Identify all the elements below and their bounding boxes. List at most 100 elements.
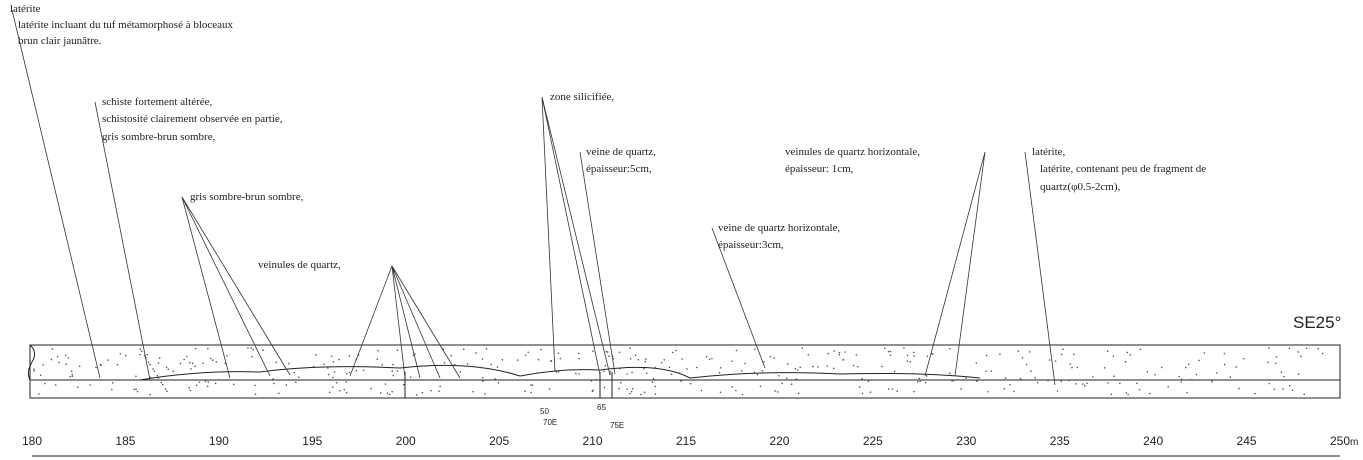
stipple-dot xyxy=(894,371,896,373)
stipple-dot xyxy=(856,354,858,356)
stipple-dot xyxy=(1082,383,1084,385)
stipple-dot xyxy=(1243,358,1245,360)
stipple-dot xyxy=(392,364,394,366)
stipple-dot xyxy=(331,355,333,357)
stipple-dot xyxy=(120,353,122,355)
stipple-dot xyxy=(709,358,711,360)
stipple-dot xyxy=(356,370,358,372)
stipple-dot xyxy=(166,390,168,392)
stipple-dot xyxy=(652,381,654,383)
distance-axis: 1801851901952002052102152202252302352402… xyxy=(22,434,1358,448)
stipple-dot xyxy=(1185,367,1187,369)
stipple-dot xyxy=(486,348,488,350)
stipple-dot xyxy=(1077,367,1079,369)
stipple-dot xyxy=(635,355,637,357)
stipple-dot xyxy=(578,358,580,360)
tick-label: 215 xyxy=(676,434,696,448)
stipple-dot xyxy=(202,362,204,364)
stipple-dot xyxy=(1268,383,1270,385)
stipple-dot xyxy=(1289,348,1291,350)
stipple-dot xyxy=(517,359,519,361)
stipple-dot xyxy=(1161,367,1163,369)
orientation: SE25° xyxy=(1293,313,1341,332)
stipple-dot xyxy=(391,370,393,372)
stipple-dot xyxy=(313,366,315,368)
annotation: brun clair jaunâtre. xyxy=(18,35,102,47)
dip-label: 75E xyxy=(610,421,624,430)
stipple-dot xyxy=(736,350,738,352)
stipple-dot xyxy=(425,365,427,367)
stipple-dot xyxy=(787,363,789,365)
stipple-dot xyxy=(861,378,863,380)
annotation: gris sombre-brun sombre, xyxy=(190,191,304,203)
stipple-dot xyxy=(719,372,721,374)
stipple-dot xyxy=(870,391,872,393)
stipple-dot xyxy=(558,371,560,373)
stipple-dot xyxy=(1180,381,1182,383)
stipple-dot xyxy=(827,353,829,355)
stipple-dot xyxy=(632,388,634,390)
stipple-dot xyxy=(773,357,775,359)
stipple-dot xyxy=(502,359,504,361)
stipple-dot xyxy=(605,365,607,367)
stipple-dot xyxy=(172,371,174,373)
stipple-dot xyxy=(148,362,150,364)
stipple-dot xyxy=(57,356,59,358)
tick-label: 205 xyxy=(489,434,509,448)
stipple-dot xyxy=(999,353,1001,355)
stipple-dot xyxy=(33,370,35,372)
stipple-dot xyxy=(315,354,317,356)
stipple-dot xyxy=(645,358,647,360)
stipple-dot xyxy=(799,367,801,369)
stipple-dot xyxy=(629,347,631,349)
stipple-dot xyxy=(349,355,351,357)
stipple-dot xyxy=(463,348,465,350)
stipple-dot xyxy=(757,374,759,376)
stipple-dot xyxy=(731,386,733,388)
annotation: gris sombre-brun sombre, xyxy=(102,131,216,143)
stipple-dot xyxy=(744,363,746,365)
axis-unit: m xyxy=(1350,437,1358,448)
stipple-dot xyxy=(389,394,391,396)
stipple-dot xyxy=(99,364,101,366)
stipple-dot xyxy=(1322,353,1324,355)
annotation: veinules de quartz horizontale, xyxy=(785,146,920,158)
stipple-dot xyxy=(52,348,54,350)
stipple-dot xyxy=(1104,367,1106,369)
stipple-dot xyxy=(134,389,136,391)
stipple-dot xyxy=(1211,381,1213,383)
stipple-dot xyxy=(439,386,441,388)
stipple-dot xyxy=(490,364,492,366)
stipple-dot xyxy=(1136,382,1138,384)
stipple-dot xyxy=(1181,378,1183,380)
stipple-dot xyxy=(640,394,642,396)
stipple-dot xyxy=(38,393,40,395)
stipple-dot xyxy=(653,378,655,380)
stipple-dot xyxy=(65,354,67,356)
stipple-dot xyxy=(346,392,348,394)
stipple-dot xyxy=(1191,379,1193,381)
stipple-dot xyxy=(892,388,894,390)
stipple-dot xyxy=(333,361,335,363)
stipple-dot xyxy=(467,363,469,365)
stipple-dot xyxy=(1178,376,1180,378)
stipple-dot xyxy=(781,383,783,385)
stipple-dot xyxy=(833,350,835,352)
annotations: latérite latérite incluant du tuf métamo… xyxy=(10,3,1341,430)
stipple-dot xyxy=(117,364,119,366)
stipple-dot xyxy=(551,360,553,362)
stipple-dot xyxy=(1030,370,1032,372)
annotation: latérite xyxy=(10,3,41,15)
annotation: schistosité clairement observée en parti… xyxy=(102,113,283,125)
stipple-dot xyxy=(754,371,756,373)
stipple-dot xyxy=(158,377,160,379)
stipple-dot xyxy=(686,368,688,370)
stipple-dot xyxy=(1238,388,1240,390)
stipple-dot xyxy=(1068,380,1070,382)
stipple-dot xyxy=(212,359,214,361)
stipple-dot xyxy=(141,350,143,352)
stipple-dot xyxy=(215,361,217,363)
stipple-dot xyxy=(706,356,708,358)
tick-label: 220 xyxy=(769,434,789,448)
stipple-dot xyxy=(591,380,593,382)
